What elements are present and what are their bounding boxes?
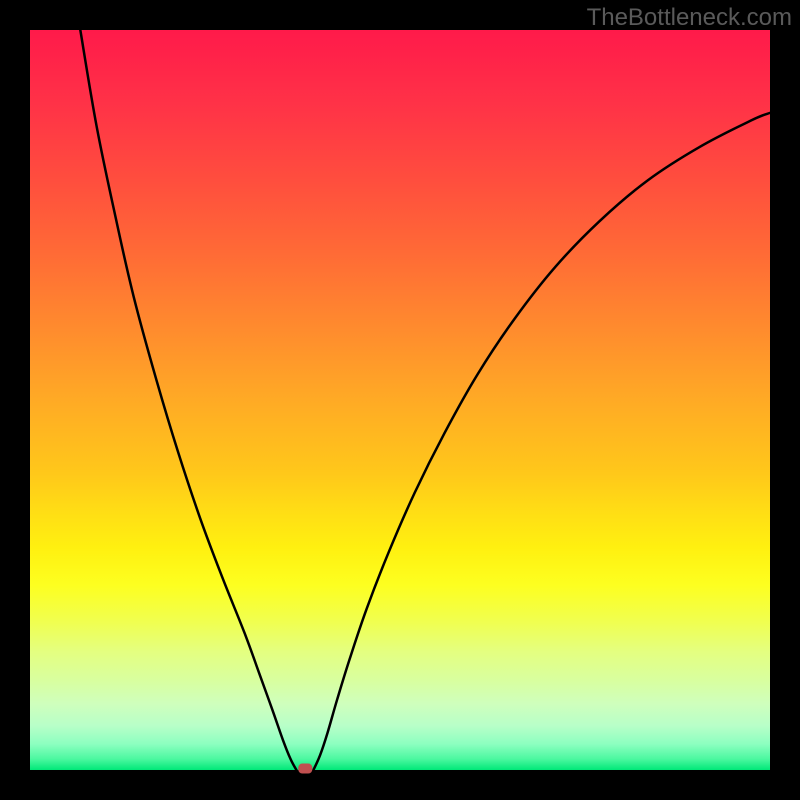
optimum-marker [298, 764, 312, 774]
plot-background [30, 30, 770, 770]
bottleneck-chart [0, 0, 800, 800]
watermark-text: TheBottleneck.com [587, 4, 792, 32]
chart-container: TheBottleneck.com [0, 0, 800, 800]
